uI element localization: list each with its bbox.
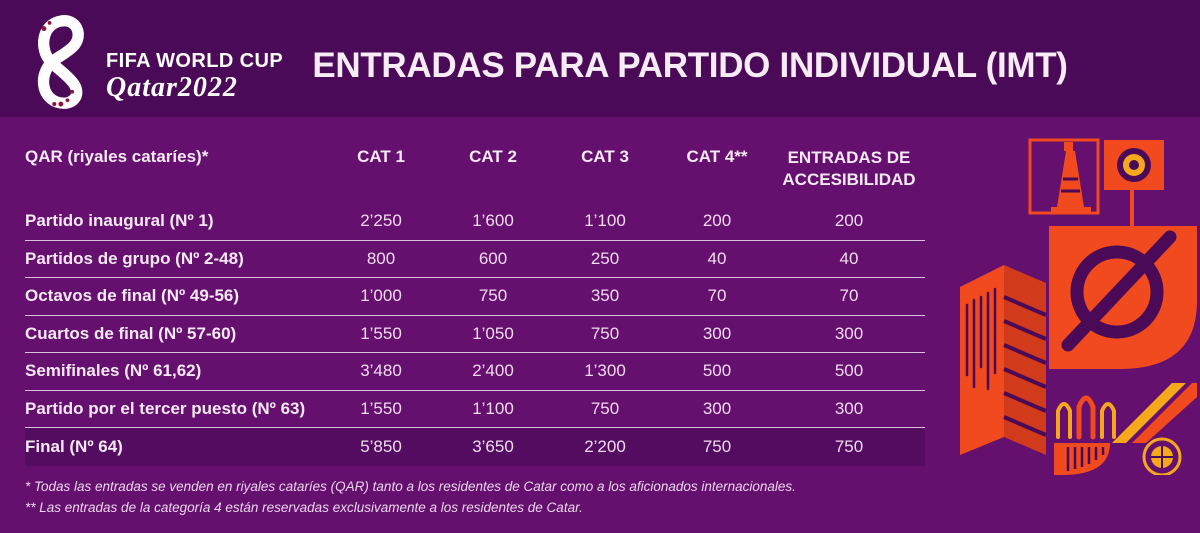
price-cell: 40 (707, 248, 727, 268)
price-cell: 750 (590, 398, 620, 418)
pricing-table: QAR (riyales cataríes)* CAT 1 CAT 2 CAT … (25, 133, 925, 466)
price-cell: 800 (366, 248, 396, 268)
price-cell: 2’250 (360, 211, 402, 231)
price-cell: 500 (834, 361, 864, 381)
price-cell: 200 (702, 211, 732, 231)
table-row: Partido inaugural (Nº 1) 2’250 1’600 1’100 2… (25, 203, 925, 241)
row-label: Octavos de final (Nº 49-56) (25, 286, 240, 306)
price-cell: 750 (590, 323, 620, 343)
price-cell: 5’850 (360, 437, 402, 456)
price-cell: 1’300 (584, 361, 626, 381)
price-cell: 70 (707, 286, 727, 306)
table-row: Partido por el tercer puesto (Nº 63) 1’55… (25, 391, 925, 428)
price-cell: 250 (590, 248, 620, 268)
price-cell: 1’100 (584, 211, 626, 231)
price-cell: 750 (834, 437, 864, 456)
price-cell: 750 (478, 286, 508, 306)
price-cell: 200 (834, 211, 864, 231)
price-cell: 300 (834, 398, 864, 418)
logo-wordmark: FIFA WORLD CUP Qatar2022 (106, 50, 283, 103)
page-title: ENTRADAS PARA PARTIDO INDIVIDUAL (IMT) (312, 46, 1068, 85)
table-row: Partidos de grupo (Nº 2-48) 800 600 250 40 40 (25, 241, 925, 278)
price-cell: 750 (702, 437, 732, 456)
qatar-2022-pattern-art (960, 138, 1197, 475)
table-row: Octavos de final (Nº 49-56) 1’000 750 350 70… (25, 278, 925, 316)
price-cell: 1’100 (472, 398, 514, 418)
logo-wordmark-line2: Qatar2022 (106, 71, 238, 103)
fifa-emblem-icon (37, 15, 84, 109)
row-label: Final (Nº 64) (25, 437, 123, 456)
footnotes: * Todas las entradas se venden en riyale… (25, 476, 796, 518)
footnote-2: ** Las entradas de la categoría 4 están … (25, 500, 583, 515)
price-cell: 40 (839, 248, 859, 268)
row-label: Partido inaugural (Nº 1) (25, 211, 214, 231)
column-header-cat4: CAT 4** (686, 147, 748, 166)
price-cell: 1’050 (472, 323, 514, 343)
header-bar: FIFA WORLD CUP Qatar2022 ENTRADAS PARA P… (0, 0, 1200, 117)
table-header-row: QAR (riyales cataríes)* CAT 1 CAT 2 CAT … (25, 133, 925, 203)
price-cell: 3’480 (360, 361, 402, 381)
price-cell: 1’000 (360, 286, 402, 306)
footnote-1: * Todas las entradas se venden en riyale… (25, 479, 796, 494)
table-corner-label: QAR (riyales cataríes)* (25, 147, 209, 166)
fifa-qatar-logo: FIFA WORLD CUP Qatar2022 (26, 8, 283, 118)
price-cell: 2’200 (584, 437, 626, 456)
table-row: Final (Nº 64) 5’850 3’650 2’200 750 750 (25, 428, 925, 466)
row-label: Semifinales (Nº 61,62) (25, 361, 202, 381)
price-cell: 300 (702, 323, 732, 343)
table-body: Partido inaugural (Nº 1) 2’250 1’600 1’100 2… (25, 203, 925, 466)
column-header-cat1: CAT 1 (357, 147, 405, 166)
price-cell: 350 (590, 286, 620, 306)
column-header-cat2: CAT 2 (469, 147, 517, 166)
logo-wordmark-line1: FIFA WORLD CUP (106, 49, 284, 72)
price-cell: 1’550 (360, 323, 402, 343)
price-cell: 1’600 (472, 211, 514, 231)
row-label: Partido por el tercer puesto (Nº 63) (25, 398, 306, 418)
column-header-accesibilidad: ENTRADAS DE ACCESIBILIDAD (782, 148, 916, 189)
row-label: Cuartos de final (Nº 57-60) (25, 323, 237, 343)
price-cell: 3’650 (472, 437, 514, 456)
column-header-cat3: CAT 3 (581, 147, 629, 166)
price-cell: 300 (834, 323, 864, 343)
price-cell: 1’550 (360, 398, 402, 418)
table-row: Cuartos de final (Nº 57-60) 1’550 1’050 750… (25, 316, 925, 353)
price-cell: 300 (702, 398, 732, 418)
row-label: Partidos de grupo (Nº 2-48) (25, 248, 244, 268)
price-cell: 70 (839, 286, 859, 306)
table-row: Semifinales (Nº 61,62) 3’480 2’400 1’300 500… (25, 353, 925, 391)
price-cell: 500 (702, 361, 732, 381)
price-cell: 2’400 (472, 361, 514, 381)
price-cell: 600 (478, 248, 508, 268)
